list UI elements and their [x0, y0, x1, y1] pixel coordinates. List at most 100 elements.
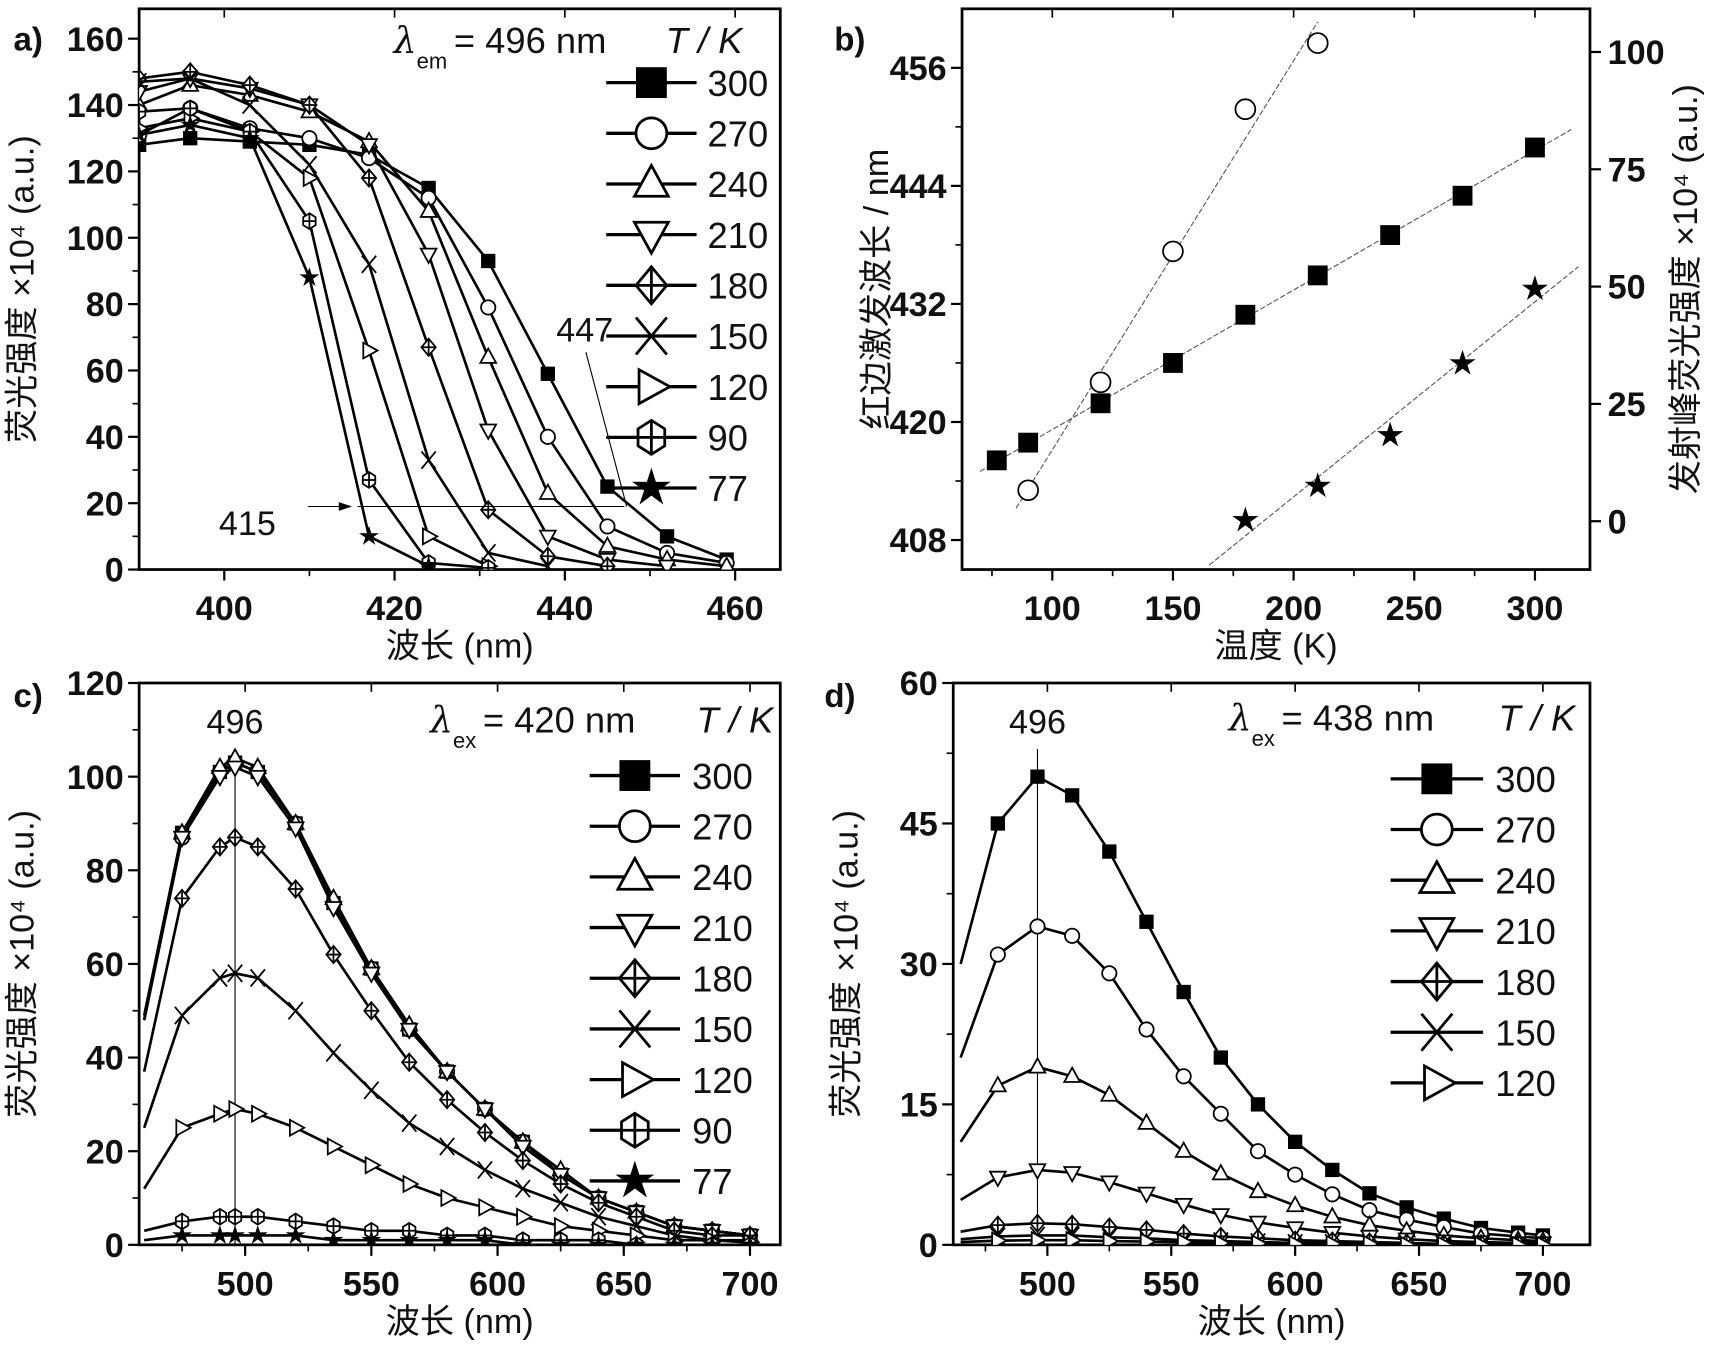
data-point-240 — [1137, 1112, 1156, 1130]
data-point-180 — [400, 1052, 418, 1073]
data-point-star — [1232, 506, 1259, 532]
data-point-270 — [599, 518, 616, 535]
data-point-90 — [326, 1217, 341, 1236]
data-point-150 — [552, 1193, 569, 1212]
y-tick-label: 0 — [105, 1227, 124, 1265]
y-tick-label: 60 — [86, 946, 124, 984]
legend-marker-diamond-cross — [617, 957, 653, 999]
data-point-150 — [139, 72, 147, 91]
legend-label: 90 — [692, 1110, 732, 1151]
data-point-150 — [241, 95, 258, 115]
y-tick-label: 160 — [67, 21, 124, 59]
legend-label: 150 — [708, 316, 769, 357]
y-tick-label: 0 — [105, 552, 124, 590]
data-point-120 — [1177, 1232, 1195, 1245]
data-point-210 — [1099, 1175, 1119, 1193]
annotation-447-pointer — [585, 352, 628, 507]
legend-marker-square — [635, 67, 667, 99]
legend-item-150: 150 — [606, 316, 768, 357]
x-tick-label: 420 — [366, 590, 423, 628]
data-point-270 — [989, 946, 1006, 963]
x-tick-label: 700 — [1514, 1266, 1571, 1304]
y-right-tick-label: 25 — [1608, 386, 1646, 424]
series-line-150 — [139, 77, 549, 568]
legend-marker-x-cross — [1420, 1012, 1454, 1052]
legend-header: λem = 496 nm — [392, 19, 607, 73]
lambda-subscript: ex — [1252, 726, 1275, 751]
data-point-210 — [359, 138, 379, 156]
y-tick-label: 30 — [900, 946, 938, 984]
data-point-240 — [1322, 1206, 1342, 1224]
legend-label: 240 — [708, 164, 769, 205]
data-point-square — [1307, 265, 1328, 286]
series-line-240 — [139, 83, 727, 568]
y-tick-label: 20 — [86, 1133, 124, 1171]
legend-item-300: 300 — [606, 63, 768, 104]
data-point-120 — [440, 1188, 458, 1208]
legend-label: 210 — [692, 908, 753, 949]
data-point-90 — [302, 212, 317, 231]
legend-item-210: 210 — [1390, 911, 1556, 953]
legend-item-210: 210 — [589, 908, 753, 949]
data-point-120 — [1474, 1235, 1492, 1245]
data-point-240 — [419, 200, 438, 218]
legend-label: 300 — [708, 63, 769, 104]
legend-label: 120 — [708, 367, 769, 408]
data-point-120 — [516, 1207, 534, 1227]
x-tick-label: 300 — [1506, 590, 1563, 628]
data-point-210 — [1211, 1208, 1231, 1226]
plot-area — [142, 747, 761, 1245]
legend-marker-tri-right — [1423, 1063, 1459, 1103]
legend-item-120: 120 — [589, 1060, 753, 1101]
y-tick-label: 432 — [890, 286, 947, 324]
excitation-value: = 420 nm — [483, 700, 636, 741]
data-point-77 — [139, 124, 150, 144]
data-point-square — [1163, 353, 1183, 373]
data-point-120 — [289, 1118, 307, 1138]
annotation-447: 447 — [556, 311, 613, 349]
legend-label: 77 — [708, 468, 748, 509]
y-tick-label: 408 — [890, 522, 947, 560]
x-tick-label: 650 — [1391, 1266, 1448, 1304]
legend-marker-circle — [634, 116, 669, 151]
data-point-210 — [1028, 1163, 1047, 1181]
y-tick-label: 20 — [86, 485, 124, 523]
data-point-150 — [420, 450, 437, 470]
data-point-77 — [239, 127, 260, 147]
legend-marker-x-cross — [618, 1009, 652, 1049]
data-point-180 — [476, 1122, 494, 1143]
data-point-77 — [209, 1225, 230, 1244]
x-tick-label: 150 — [1144, 590, 1201, 628]
data-point-77 — [664, 1234, 685, 1245]
plot-area — [139, 61, 735, 570]
peak-label: 496 — [1009, 704, 1066, 742]
series-line-300 — [959, 775, 1544, 1237]
panel-c: c) 500 550 600 650 700 0 20 40 60 80 100 120 波长 (nm) 荧… — [3, 665, 782, 1341]
legend-label: 270 — [708, 114, 769, 155]
legend-item-180: 180 — [606, 264, 768, 307]
data-point-300 — [1287, 1134, 1303, 1149]
legend-label: 270 — [692, 806, 753, 847]
peak-label: 496 — [207, 704, 264, 742]
data-point-270 — [1175, 1068, 1192, 1085]
y-tick-label: 140 — [67, 87, 124, 125]
data-point-120 — [1030, 1230, 1048, 1245]
data-point-120 — [1214, 1233, 1232, 1245]
series-line-120 — [139, 116, 489, 568]
legend-title: T / K — [697, 700, 775, 741]
data-point-300 — [1325, 1162, 1340, 1178]
data-point-120 — [213, 1104, 231, 1124]
legend-item-300: 300 — [1390, 759, 1556, 800]
data-point-square — [1525, 137, 1545, 158]
data-point-240 — [598, 535, 617, 553]
data-point-300 — [1250, 1097, 1266, 1112]
y-tick-label: 120 — [67, 665, 124, 703]
x-axis-label: 波长 (nm) — [386, 1303, 534, 1341]
y-tick-label: 444 — [890, 168, 947, 206]
data-point-300 — [1064, 788, 1080, 803]
data-point-180 — [438, 1089, 456, 1110]
data-point-circle — [1306, 32, 1329, 54]
data-point-210 — [419, 247, 438, 265]
data-point-120 — [1511, 1235, 1529, 1245]
data-point-square — [1235, 304, 1256, 325]
